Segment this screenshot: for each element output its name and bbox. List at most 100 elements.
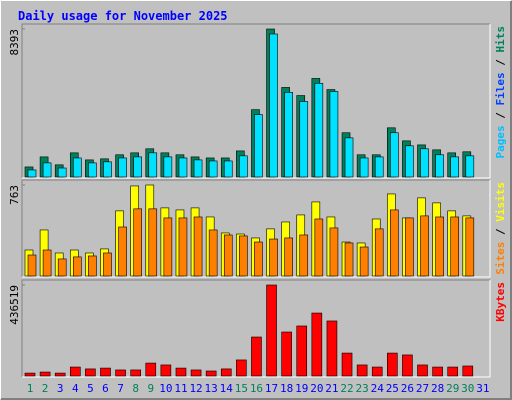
x-tick-label: 12 bbox=[189, 382, 202, 395]
bar bbox=[163, 156, 173, 178]
bar bbox=[57, 167, 67, 178]
bar bbox=[163, 217, 173, 277]
bar bbox=[254, 114, 263, 178]
x-tick-label: 10 bbox=[159, 382, 172, 395]
x-tick-label: 1 bbox=[27, 382, 34, 395]
bar bbox=[239, 155, 248, 178]
bar bbox=[54, 372, 66, 377]
panel-bevel bbox=[22, 280, 491, 378]
bar bbox=[208, 160, 218, 178]
x-tick-label: 30 bbox=[461, 382, 474, 395]
bar bbox=[88, 255, 97, 277]
x-tick-label: 21 bbox=[325, 382, 338, 395]
bar bbox=[329, 227, 339, 277]
legend-entry: Files bbox=[494, 72, 507, 105]
bar bbox=[341, 352, 353, 377]
bar bbox=[344, 242, 354, 277]
bar bbox=[390, 132, 399, 178]
bar bbox=[314, 83, 324, 178]
bar bbox=[27, 169, 37, 178]
bar bbox=[420, 148, 429, 178]
legend-entry: Pages bbox=[494, 125, 507, 158]
x-tick-label: 4 bbox=[72, 382, 79, 395]
x-tick-label: 2 bbox=[42, 382, 49, 395]
x-tick-label: 23 bbox=[356, 382, 369, 395]
bar bbox=[118, 226, 127, 277]
bar bbox=[160, 364, 172, 377]
bar bbox=[100, 367, 111, 377]
bar bbox=[281, 331, 292, 377]
bar bbox=[103, 252, 112, 277]
x-tick-label: 9 bbox=[147, 382, 154, 395]
bar bbox=[115, 369, 126, 377]
bar bbox=[359, 157, 369, 178]
bar bbox=[24, 372, 36, 377]
bar bbox=[193, 159, 203, 178]
bar bbox=[311, 312, 323, 377]
x-tick-label: 8 bbox=[132, 382, 139, 395]
bar bbox=[269, 33, 278, 178]
bar bbox=[405, 217, 414, 277]
y-tick-label: 436519 bbox=[8, 285, 21, 325]
bar bbox=[266, 284, 277, 377]
bar bbox=[356, 364, 368, 377]
bar bbox=[133, 156, 142, 178]
bar bbox=[450, 156, 460, 178]
legend-separator: / bbox=[494, 106, 507, 126]
bar bbox=[420, 215, 429, 277]
bar bbox=[299, 234, 309, 277]
bar bbox=[42, 249, 52, 277]
panel-bevel bbox=[22, 180, 491, 278]
x-tick-label: 17 bbox=[265, 382, 278, 395]
bar bbox=[405, 145, 414, 178]
bar bbox=[42, 162, 52, 178]
bar bbox=[371, 366, 383, 377]
legend-entry: Hits bbox=[494, 26, 507, 53]
bar bbox=[239, 235, 248, 277]
panel-bevel bbox=[21, 23, 490, 178]
x-tick-label: 14 bbox=[220, 382, 234, 395]
x-tick-label: 6 bbox=[102, 382, 109, 395]
y-tick-label: 763 bbox=[8, 185, 21, 205]
bar bbox=[72, 157, 82, 178]
bar bbox=[178, 217, 188, 277]
bar bbox=[148, 208, 158, 277]
bar bbox=[103, 161, 112, 178]
bar bbox=[435, 154, 444, 178]
panel-bevel bbox=[21, 179, 490, 277]
x-tick-label: 20 bbox=[310, 382, 323, 395]
x-tick-label: 26 bbox=[401, 382, 414, 395]
bar bbox=[223, 160, 233, 178]
bar bbox=[208, 229, 218, 277]
bar bbox=[178, 157, 188, 178]
x-tick-label: 25 bbox=[386, 382, 399, 395]
x-tick-label: 24 bbox=[371, 382, 385, 395]
bar bbox=[299, 101, 309, 178]
bar bbox=[359, 246, 369, 277]
legend: KBytes bbox=[494, 282, 507, 322]
bar bbox=[374, 228, 384, 277]
y-tick-label: 8393 bbox=[8, 29, 21, 56]
bar bbox=[435, 216, 444, 277]
bar bbox=[284, 92, 293, 178]
bar bbox=[269, 238, 278, 277]
chart-title: Daily usage for November 2025 bbox=[18, 9, 228, 23]
x-tick-label: 18 bbox=[280, 382, 293, 395]
bar bbox=[236, 359, 247, 377]
x-tick-label: 28 bbox=[431, 382, 444, 395]
legend-separator: / bbox=[494, 53, 507, 73]
bar bbox=[374, 156, 384, 178]
legend: Sites / Visits bbox=[494, 182, 507, 275]
bar bbox=[220, 368, 232, 377]
bar bbox=[462, 365, 474, 377]
bar bbox=[251, 336, 262, 377]
x-tick-label: 3 bbox=[57, 382, 64, 395]
x-tick-label: 16 bbox=[250, 382, 263, 395]
bar bbox=[118, 157, 127, 178]
bar bbox=[72, 256, 82, 277]
bar bbox=[432, 366, 443, 377]
bar bbox=[88, 162, 97, 178]
panel-bevel bbox=[21, 279, 490, 377]
